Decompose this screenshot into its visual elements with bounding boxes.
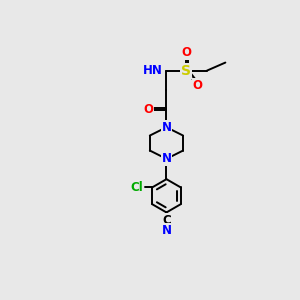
Text: O: O: [181, 46, 191, 59]
Text: HN: HN: [143, 64, 163, 77]
Text: N: N: [161, 224, 172, 237]
Text: N: N: [161, 152, 172, 165]
Text: N: N: [161, 121, 172, 134]
Text: O: O: [143, 103, 153, 116]
Text: C: C: [162, 214, 171, 227]
Text: O: O: [193, 79, 202, 92]
Text: Cl: Cl: [131, 181, 143, 194]
Text: S: S: [181, 64, 191, 78]
